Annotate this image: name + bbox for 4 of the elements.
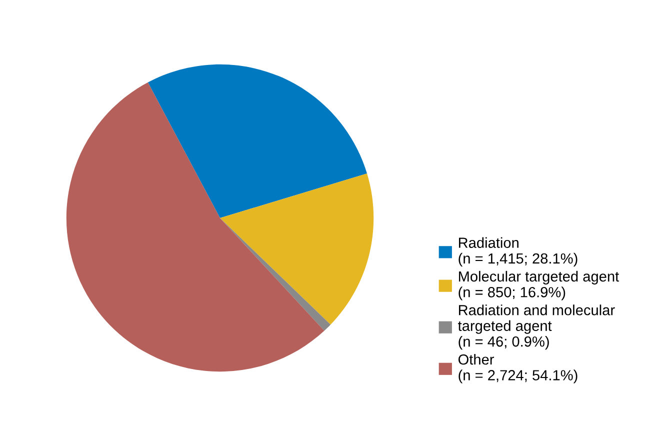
legend-label: Molecular targeted agent (n = 850; 16.9%) <box>458 270 620 300</box>
legend-label: Radiation (n = 1,415; 28.1%) <box>458 237 578 267</box>
legend-label: Radiation and molecular targeted agent (n = 46; 0.9%) <box>458 304 615 350</box>
legend-label: Other (n = 2,724; 54.1%) <box>458 354 578 384</box>
